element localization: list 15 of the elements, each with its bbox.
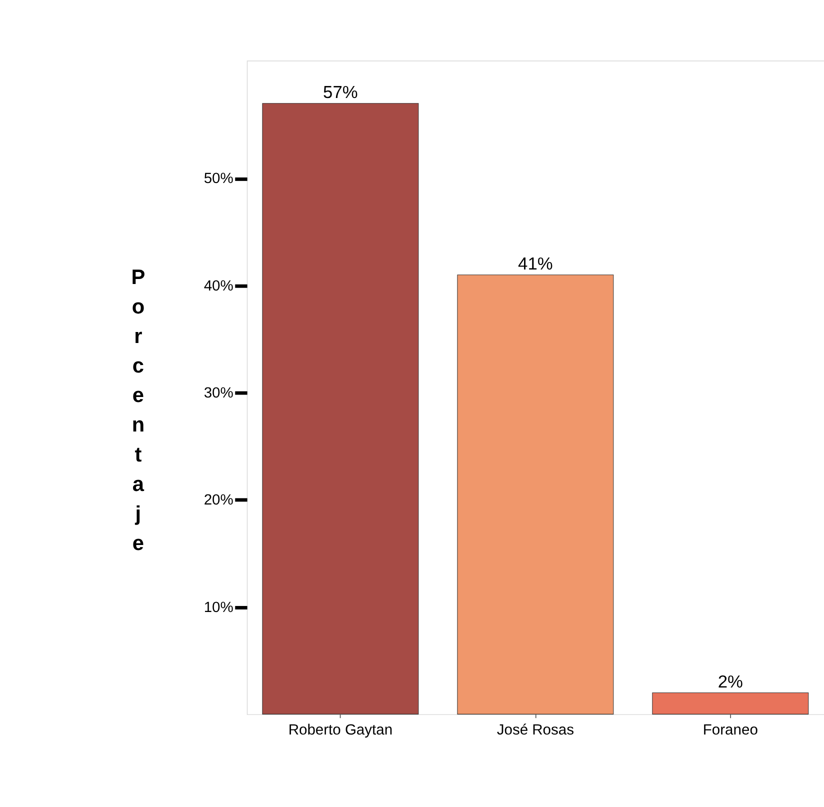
bar <box>652 692 809 714</box>
x-tick-label: Foraneo <box>702 722 758 739</box>
data-label: 57% <box>323 82 358 102</box>
x-tick-label: José Rosas <box>496 722 574 739</box>
data-label: 41% <box>518 254 553 274</box>
bar <box>262 103 419 714</box>
bar <box>457 274 614 714</box>
data-label: 2% <box>718 672 743 692</box>
text: Porcentaje <box>131 266 146 555</box>
y-tick-label: 20% <box>204 492 234 509</box>
y-tick-label: 40% <box>204 278 234 294</box>
y-tick-label: 30% <box>204 386 234 402</box>
y-tick-label: 10% <box>204 600 234 616</box>
y-tick-label: 50% <box>204 171 234 188</box>
x-tick-label: Roberto Gaytan <box>288 722 393 739</box>
